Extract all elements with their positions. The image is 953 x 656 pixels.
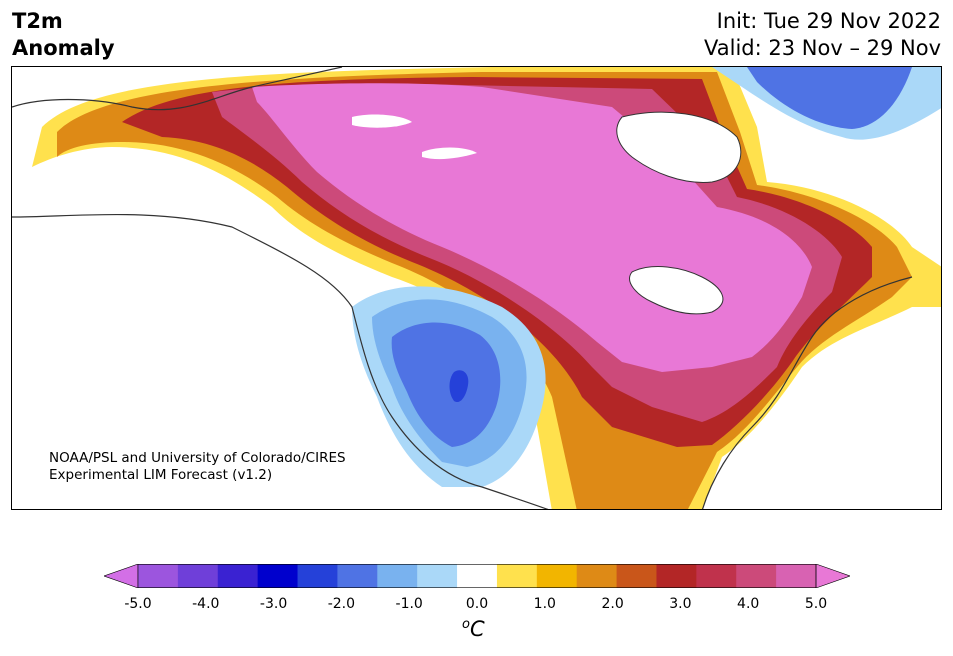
colorbar-outline: [137, 564, 817, 588]
great-bear-lake: [352, 114, 412, 128]
colorbar-tick-label: -5.0: [124, 596, 152, 612]
colorbar-cell: [616, 564, 657, 588]
anomaly-map: NOAA/PSL and University of Colorado/CIRE…: [11, 66, 942, 510]
title-line-2: Anomaly: [12, 36, 115, 60]
init-date: Init: Tue 29 Nov 2022: [716, 9, 941, 33]
colorbar-tick-label: -2.0: [327, 596, 356, 612]
colorbar-cell: [257, 564, 299, 588]
colorbar-tick-label: -4.0: [192, 596, 220, 612]
colorbar-tick-label: 2.0: [601, 596, 624, 612]
colorbar-ticks: -5.0 -4.0 -3.0 -2.0 -1.0 0.0 1.0 2.0 3.0 4.0 5.0: [0, 596, 953, 616]
colorbar-tick-label: 4.0: [737, 596, 760, 612]
forecast-dates: Init: Tue 29 Nov 2022 Valid: 23 Nov – 29…: [704, 8, 941, 62]
colorbar-cell: [536, 564, 578, 588]
colorbar-cell: [297, 564, 338, 588]
colorbar-tick-label: -3.0: [259, 596, 288, 612]
colorbar-cell: [776, 564, 817, 588]
colorbar-cell: [177, 564, 219, 588]
colorbar-tick-label: 3.0: [669, 596, 692, 612]
cold-anomaly-peak: [449, 370, 469, 403]
colorbar-cell: [377, 564, 418, 588]
colorbar-cells: [104, 564, 850, 588]
great-lakes: [629, 266, 724, 315]
colorbar-min-extend: [104, 564, 139, 588]
greenland-cold-core: [747, 67, 912, 129]
colorbar-cell: [417, 564, 458, 588]
colorbar-cell: [496, 564, 538, 588]
colorbar-tick-label: 1.0: [533, 596, 556, 612]
colorbar: [104, 564, 850, 588]
colorbar-tick-label: 5.0: [804, 596, 828, 612]
title-line-1: T2m: [12, 9, 63, 33]
colorbar-cell: [457, 564, 498, 588]
map-canvas: [12, 67, 941, 509]
credit-line-2: Experimental LIM Forecast (v1.2): [49, 467, 273, 483]
colorbar-tick-label: -1.0: [395, 596, 423, 612]
cold-anomaly-core: [391, 322, 501, 447]
colorbar-cell: [337, 564, 378, 588]
colorbar-tick-label: 0.0: [465, 596, 489, 612]
map-title: T2m Anomaly: [12, 8, 115, 62]
continent-outline: [12, 67, 913, 509]
colorbar-cell: [696, 564, 737, 588]
valid-range: Valid: 23 Nov – 29 Nov: [704, 36, 941, 60]
colorbar-cell: [656, 564, 697, 588]
colorbar-cell: [138, 564, 179, 588]
colorbar-cell: [736, 564, 777, 588]
credit-text: NOAA/PSL and University of Colorado/CIRE…: [49, 450, 346, 484]
colorbar-cell: [576, 564, 618, 588]
unit-label: oC: [462, 617, 485, 641]
hudson-bay: [616, 111, 742, 183]
colorbar-max-extend: [815, 564, 850, 588]
great-slave-lake: [422, 147, 477, 160]
unit-degree: o: [462, 617, 470, 632]
credit-line-1: NOAA/PSL and University of Colorado/CIRE…: [49, 450, 346, 466]
colorbar-cell: [217, 564, 259, 588]
unit-celsius: C: [469, 617, 485, 641]
